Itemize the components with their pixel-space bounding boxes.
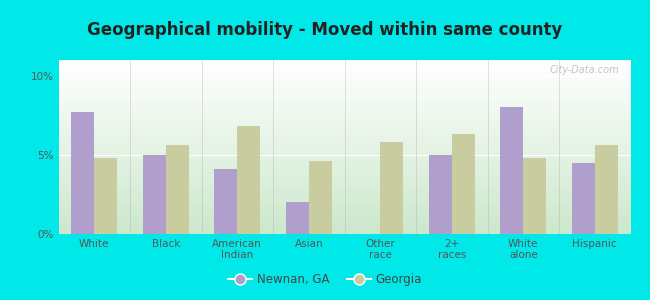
Legend: Newnan, GA, Georgia: Newnan, GA, Georgia — [224, 269, 426, 291]
Bar — [429, 155, 452, 234]
Bar — [214, 169, 237, 234]
Text: City-Data.com: City-Data.com — [549, 65, 619, 75]
Bar — [94, 158, 117, 234]
Text: Geographical mobility - Moved within same county: Geographical mobility - Moved within sam… — [87, 21, 563, 39]
Bar — [286, 202, 309, 234]
Bar — [500, 107, 523, 234]
Bar — [143, 155, 166, 234]
Bar — [166, 146, 188, 234]
Bar — [452, 134, 474, 234]
Bar — [72, 112, 94, 234]
Bar — [595, 146, 618, 234]
Bar — [309, 161, 332, 234]
Bar — [237, 126, 260, 234]
Bar — [380, 142, 403, 234]
Bar — [523, 158, 546, 234]
Bar — [572, 163, 595, 234]
